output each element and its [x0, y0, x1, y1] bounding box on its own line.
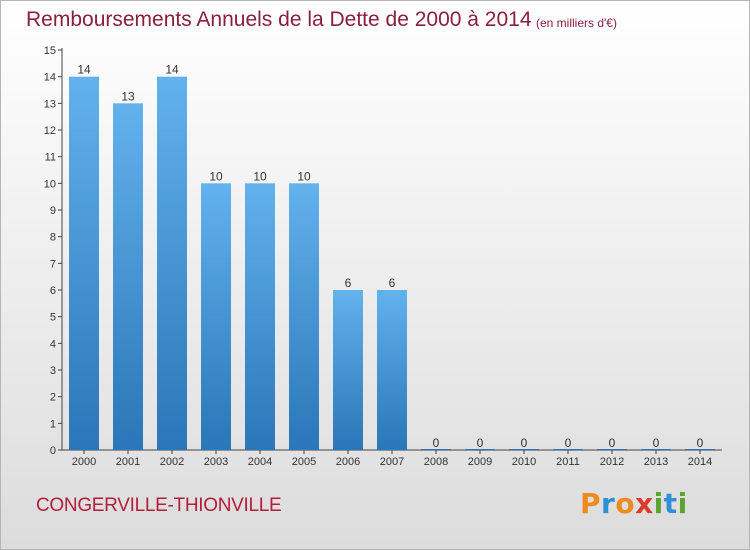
- bar-2012: [597, 449, 627, 450]
- x-tick-label: 2009: [468, 456, 492, 468]
- logo-letter: t: [663, 487, 678, 520]
- chart-title: Remboursements Annuels de la Dette de 20…: [26, 8, 532, 31]
- x-tick-label: 2000: [72, 456, 96, 468]
- data-label: 13: [121, 89, 135, 103]
- bar-2004: [245, 183, 275, 451]
- data-label: 14: [77, 63, 91, 77]
- y-tick-label: 1: [50, 418, 56, 430]
- chart-subtitle: (en milliers d'€): [536, 16, 617, 30]
- y-tick-label: 6: [50, 285, 56, 297]
- data-label: 0: [521, 436, 528, 450]
- y-tick-label: 10: [44, 178, 56, 190]
- x-tick-label: 2013: [644, 456, 668, 468]
- bar-2001: [113, 103, 143, 450]
- x-tick-label: 2002: [160, 456, 184, 468]
- bar-2010: [509, 449, 539, 450]
- proxiti-logo: Proxiti: [580, 487, 688, 520]
- data-label: 6: [345, 276, 352, 290]
- x-tick-label: 2005: [292, 456, 316, 468]
- logo-letter: i: [653, 487, 664, 520]
- bar-2002: [157, 76, 187, 451]
- x-tick-label: 2003: [204, 456, 228, 468]
- y-tick-label: 15: [44, 45, 56, 57]
- data-label: 0: [697, 436, 704, 450]
- y-tick-label: 12: [44, 125, 56, 137]
- y-tick-label: 8: [50, 232, 56, 244]
- data-label: 0: [653, 436, 660, 450]
- data-label: 0: [565, 436, 572, 450]
- data-label: 6: [389, 276, 396, 290]
- data-label: 14: [165, 63, 179, 77]
- bar-2007: [377, 290, 407, 450]
- y-tick-label: 11: [45, 152, 56, 164]
- bar-2008: [421, 449, 451, 450]
- data-label: 10: [209, 169, 223, 183]
- y-tick-label: 0: [50, 445, 56, 457]
- bar-2006: [333, 290, 363, 450]
- bar-2005: [289, 183, 319, 451]
- logo-letter: r: [601, 487, 616, 520]
- bar-2013: [641, 449, 671, 450]
- city-name: CONGERVILLE-THIONVILLE: [36, 495, 282, 516]
- y-tick-label: 9: [50, 205, 56, 217]
- logo-letter: o: [615, 487, 636, 520]
- y-tick-label: 2: [50, 392, 56, 404]
- data-label: 0: [477, 436, 484, 450]
- bar-2000: [69, 76, 99, 451]
- x-tick-label: 2006: [336, 456, 360, 468]
- data-label: 0: [433, 436, 440, 450]
- y-tick-label: 4: [50, 338, 56, 350]
- y-tick-label: 3: [50, 365, 56, 377]
- y-tick-label: 5: [50, 312, 56, 324]
- x-tick-label: 2007: [380, 456, 404, 468]
- logo-letter: P: [580, 487, 602, 520]
- y-tick-label: 13: [44, 98, 56, 110]
- data-label: 10: [253, 169, 267, 183]
- data-label: 10: [297, 169, 311, 183]
- x-tick-label: 2004: [248, 456, 272, 468]
- bar-2014: [685, 449, 715, 450]
- x-tick-label: 2011: [556, 456, 580, 468]
- logo-letter: i: [677, 487, 688, 520]
- logo-letter: x: [635, 487, 654, 520]
- bar-2011: [553, 449, 583, 450]
- data-label: 0: [609, 436, 616, 450]
- y-tick-label: 14: [44, 72, 56, 84]
- x-tick-label: 2001: [116, 456, 140, 468]
- x-tick-label: 2008: [424, 456, 448, 468]
- x-tick-label: 2010: [512, 456, 536, 468]
- bar-2009: [465, 449, 495, 450]
- x-tick-label: 2014: [688, 456, 712, 468]
- y-tick-label: 7: [50, 258, 56, 270]
- x-tick-label: 2012: [600, 456, 624, 468]
- bar-2003: [201, 183, 231, 451]
